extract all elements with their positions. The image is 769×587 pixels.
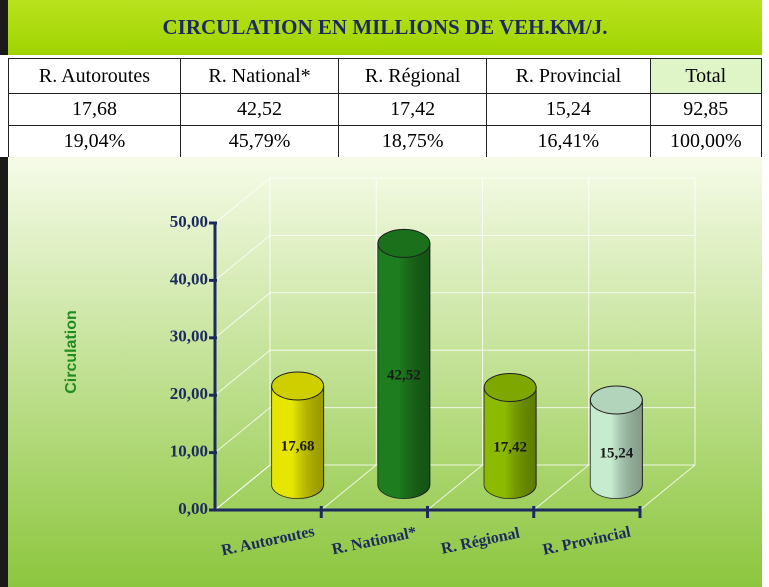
y-tick-label: 30,00 bbox=[170, 327, 208, 346]
table-cell: 42,52 bbox=[179, 93, 340, 126]
table-cell: 15,24 bbox=[486, 93, 651, 126]
table-cell: 19,04% bbox=[8, 125, 181, 158]
cylinder-shade bbox=[377, 243, 430, 499]
cylinder bbox=[271, 371, 325, 499]
floor-line bbox=[639, 464, 696, 511]
cylinder bbox=[589, 385, 643, 499]
grid-side bbox=[214, 292, 271, 339]
y-tick-label: 20,00 bbox=[170, 384, 208, 403]
value-label: 17,68 bbox=[281, 439, 315, 455]
cylinder bbox=[377, 228, 431, 499]
grid-line bbox=[214, 234, 695, 281]
table-row: R. Autoroutes R. National* R. Régional R. P… bbox=[8, 58, 763, 94]
table-row: 17,68 42,52 17,42 15,24 92,85 bbox=[8, 93, 763, 126]
chart: Circulation 0,00 10,00 20,00 30,00 40,00 50,0… bbox=[0, 157, 762, 587]
data-table: R. Autoroutes R. National* R. Régional R. P… bbox=[8, 58, 763, 158]
table-cell: R. Autoroutes bbox=[8, 58, 181, 94]
cylinder-shade bbox=[484, 387, 537, 499]
grid-side bbox=[214, 464, 271, 511]
floor-line bbox=[533, 464, 590, 511]
grid-side bbox=[214, 407, 271, 453]
table-cell: Total bbox=[649, 58, 763, 94]
table-cell: 45,79% bbox=[179, 125, 340, 158]
floor-line bbox=[427, 464, 483, 511]
grid-line bbox=[214, 349, 695, 396]
value-label: 15,24 bbox=[600, 446, 634, 462]
table-row: 19,04% 45,79% 18,75% 16,41% 100,00% bbox=[8, 125, 763, 158]
cylinder-top bbox=[589, 385, 643, 415]
grid-side bbox=[214, 349, 271, 396]
table-cell: 100,00% bbox=[649, 125, 763, 158]
cylinder-shade bbox=[590, 400, 643, 499]
table-cell: 18,75% bbox=[338, 125, 488, 158]
y-tick-label: 10,00 bbox=[170, 442, 208, 461]
grid-line bbox=[214, 292, 695, 339]
value-label: 42,52 bbox=[387, 367, 421, 383]
cylinder-shade bbox=[271, 386, 324, 499]
side-bar bbox=[0, 157, 8, 587]
grid-side bbox=[214, 177, 271, 224]
cylinder-top bbox=[271, 371, 325, 401]
y-axis-title: Circulation bbox=[63, 310, 80, 394]
y-tick-label: 40,00 bbox=[170, 269, 208, 288]
cylinder bbox=[483, 373, 537, 499]
grid-side bbox=[214, 235, 271, 281]
table-cell: 17,68 bbox=[8, 93, 181, 126]
value-label: 17,42 bbox=[493, 439, 527, 455]
cylinder-top bbox=[377, 228, 431, 258]
table-cell: 16,41% bbox=[486, 125, 651, 158]
cylinder-top bbox=[483, 373, 537, 403]
table-cell: R. National* bbox=[179, 58, 340, 94]
table-cell: 17,42 bbox=[338, 93, 488, 126]
title: CIRCULATION EN MILLIONS DE VEH.KM/J. bbox=[0, 0, 762, 55]
table-cell: 92,85 bbox=[649, 93, 763, 126]
y-tick-label: 0,00 bbox=[178, 499, 208, 518]
table-cell: R. Provincial bbox=[486, 58, 651, 94]
grid-line bbox=[214, 177, 695, 224]
y-tick-label: 50,00 bbox=[170, 212, 208, 231]
floor-line bbox=[320, 464, 377, 511]
table-cell: R. Régional bbox=[338, 58, 488, 94]
